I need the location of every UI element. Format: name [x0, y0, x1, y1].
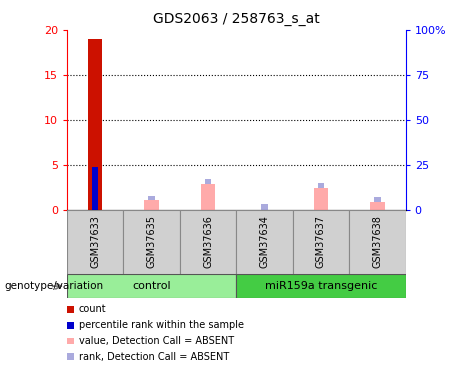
Bar: [148, 196, 155, 200]
Text: GSM37634: GSM37634: [260, 215, 270, 268]
Text: count: count: [78, 304, 106, 314]
Text: percentile rank within the sample: percentile rank within the sample: [78, 320, 243, 330]
Bar: [92, 167, 99, 210]
Text: miR159a transgenic: miR159a transgenic: [265, 281, 377, 291]
Bar: [201, 184, 215, 210]
Text: GSM37636: GSM37636: [203, 215, 213, 268]
Bar: [88, 39, 102, 210]
Bar: [144, 200, 159, 210]
Bar: [123, 210, 180, 274]
Title: GDS2063 / 258763_s_at: GDS2063 / 258763_s_at: [153, 12, 319, 26]
Text: control: control: [132, 281, 171, 291]
Bar: [67, 274, 236, 298]
Bar: [205, 178, 212, 184]
Bar: [314, 188, 328, 210]
Bar: [293, 210, 349, 274]
Text: genotype/variation: genotype/variation: [5, 281, 104, 291]
Text: GSM37635: GSM37635: [147, 215, 157, 268]
Bar: [318, 183, 325, 188]
Bar: [67, 210, 123, 274]
Bar: [180, 210, 236, 274]
Bar: [370, 202, 384, 210]
Bar: [236, 274, 406, 298]
Text: GSM37637: GSM37637: [316, 215, 326, 268]
Bar: [236, 210, 293, 274]
Bar: [374, 197, 381, 202]
Text: value, Detection Call = ABSENT: value, Detection Call = ABSENT: [78, 336, 234, 346]
Text: rank, Detection Call = ABSENT: rank, Detection Call = ABSENT: [78, 352, 229, 362]
Text: GSM37633: GSM37633: [90, 215, 100, 268]
Bar: [261, 204, 268, 210]
Bar: [349, 210, 406, 274]
Text: GSM37638: GSM37638: [372, 215, 383, 268]
